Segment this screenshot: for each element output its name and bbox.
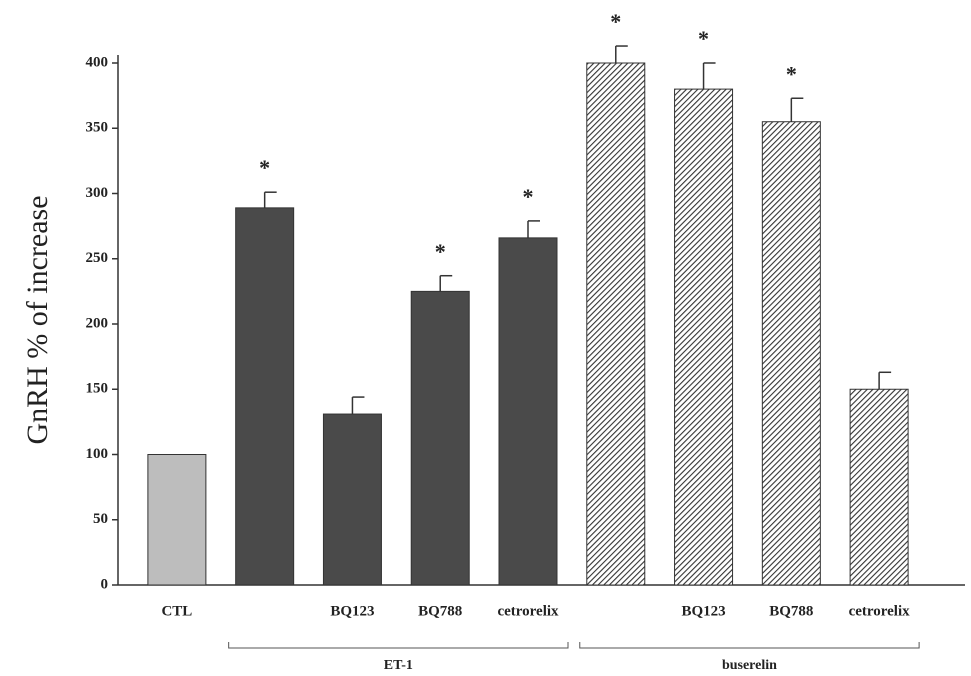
bar: [235, 207, 295, 586]
y-tick-label: 350: [86, 120, 109, 136]
bar: [410, 290, 470, 586]
group-label: ET-1: [384, 658, 413, 673]
significance-marker: *: [786, 61, 797, 86]
significance-marker: *: [435, 239, 446, 264]
significance-marker: *: [610, 9, 621, 34]
bar: [849, 388, 909, 586]
error-bar: [527, 220, 540, 238]
x-tick-label: cetrorelix: [497, 603, 559, 619]
bar: [322, 413, 382, 586]
y-tick-label: 300: [86, 185, 109, 201]
significance-marker: *: [259, 155, 270, 180]
error-bar: [439, 274, 453, 292]
y-axis-label: GnRH % of increase: [21, 195, 54, 444]
y-tick-label: 250: [86, 250, 109, 266]
error-bar: [790, 97, 804, 122]
y-tick-label: 100: [86, 446, 109, 462]
x-tick-label: BQ123: [681, 603, 725, 619]
y-tick-label: 0: [101, 576, 109, 592]
significance-marker: *: [698, 26, 709, 51]
y-tick-label: 200: [86, 315, 109, 331]
y-tick-label: 50: [93, 511, 108, 527]
bar: [586, 62, 646, 586]
x-tick-label: BQ123: [330, 603, 374, 619]
x-tick-label: cetrorelix: [849, 603, 911, 619]
y-tick-label: 150: [86, 381, 109, 397]
y-tick-label: 400: [86, 54, 109, 70]
x-tick-label: CTL: [161, 603, 192, 619]
x-tick-label: BQ788: [769, 603, 813, 619]
significance-marker: *: [523, 184, 534, 209]
bar: [147, 454, 207, 586]
error-bar: [615, 45, 628, 63]
group-bracket: [579, 642, 920, 649]
bar: [761, 121, 821, 586]
error-bar: [702, 62, 716, 90]
group-bracket: [228, 642, 569, 649]
bar: [674, 88, 734, 586]
bar: [498, 237, 558, 586]
error-bar: [351, 396, 365, 415]
x-tick-label: BQ788: [418, 603, 462, 619]
error-bar: [263, 191, 277, 208]
group-label: buserelin: [722, 658, 777, 673]
error-bar: [878, 371, 892, 390]
